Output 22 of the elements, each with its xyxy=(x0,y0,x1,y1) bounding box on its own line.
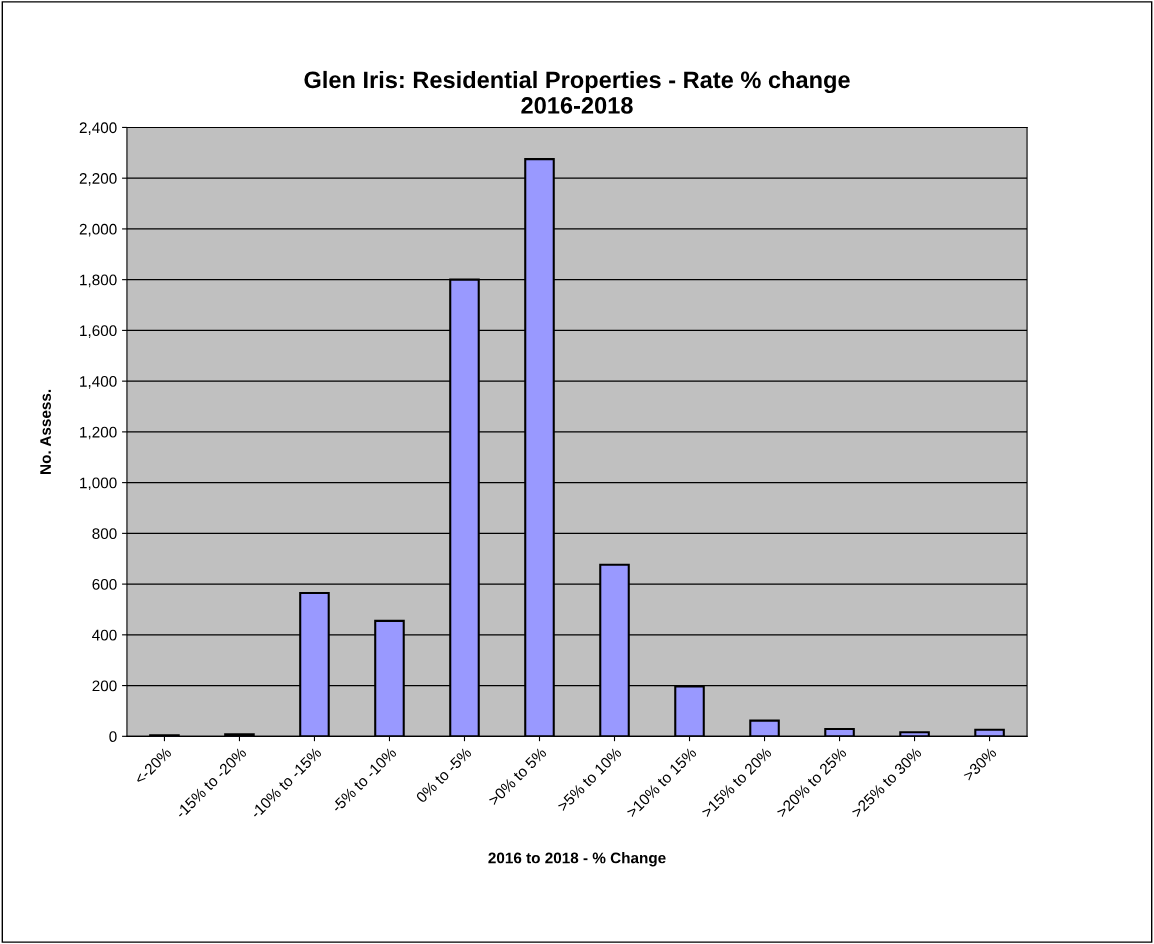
y-tick-label: 1,400 xyxy=(80,376,117,389)
y-tick-label: 2,000 xyxy=(79,223,117,237)
y-tick-label: 1,200 xyxy=(80,426,117,440)
bar xyxy=(899,731,930,737)
y-tick-label: 200 xyxy=(92,680,117,692)
y-tick-label: 1,600 xyxy=(80,325,117,338)
y-tick-label: 600 xyxy=(92,578,117,590)
bar xyxy=(749,719,780,737)
bar xyxy=(224,733,255,737)
y-axis-title: No. Assess. xyxy=(40,389,51,474)
x-tick-label: 0% to -5% xyxy=(415,746,473,804)
y-tick-label: 1,800 xyxy=(80,274,117,288)
y-tick-label: 800 xyxy=(92,528,117,540)
bar xyxy=(824,727,855,737)
x-axis-title: 2016 to 2018 - % Change xyxy=(488,852,666,867)
y-tick-label: 1,000 xyxy=(80,477,117,491)
y-tick-label: 2,400 xyxy=(79,122,117,135)
chart-title: Glen Iris: Residential Properties - Rate % change 2016-2018 xyxy=(304,70,850,114)
bar xyxy=(974,728,1005,737)
y-tick-label: 400 xyxy=(92,629,117,641)
y-tick-label: 0 xyxy=(109,731,117,743)
y-tick-label: 2,200 xyxy=(79,173,117,186)
